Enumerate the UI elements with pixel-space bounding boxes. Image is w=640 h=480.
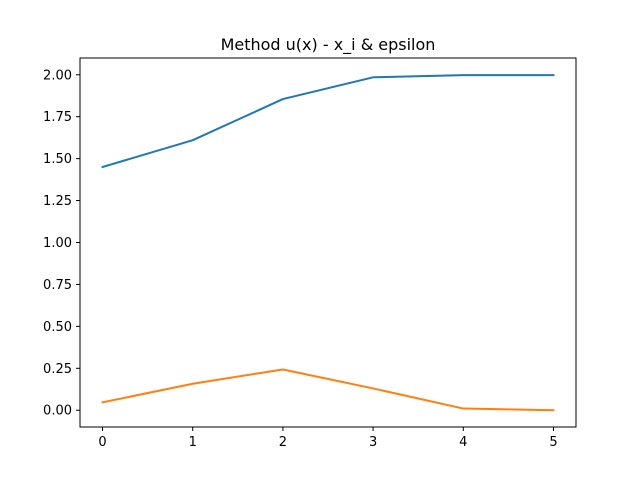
y-tick-label: 1.50	[43, 152, 72, 167]
y-tick-label: 1.75	[43, 110, 72, 125]
y-tick-label: 0.00	[43, 404, 72, 419]
x-tick-label: 5	[549, 435, 557, 450]
x-tick-label: 2	[279, 435, 287, 450]
x-tick-label: 0	[98, 435, 106, 450]
series-line-2	[101, 368, 555, 412]
series-layer	[101, 74, 555, 412]
y-tick-label: 1.00	[43, 236, 72, 251]
plot-frame	[79, 57, 577, 428]
x-tick-label: 4	[459, 435, 467, 450]
y-tick-label: 0.75	[43, 278, 72, 293]
y-tick-label: 2.00	[43, 68, 72, 83]
x-tick-label: 1	[189, 435, 197, 450]
y-tick-label: 1.25	[43, 194, 72, 209]
x-tick-label: 3	[369, 435, 377, 450]
y-tick-label: 0.50	[43, 320, 72, 335]
chart-title: Method u(x) - x_i & epsilon	[221, 35, 436, 55]
axes-layer: 0 1 2 3 4 5 0.00 0.25 0.50 0.75 1.00 1.25 1.50 1.75 2.…	[43, 57, 577, 450]
y-tick-label: 0.25	[43, 362, 72, 377]
series-line-1	[101, 74, 555, 169]
